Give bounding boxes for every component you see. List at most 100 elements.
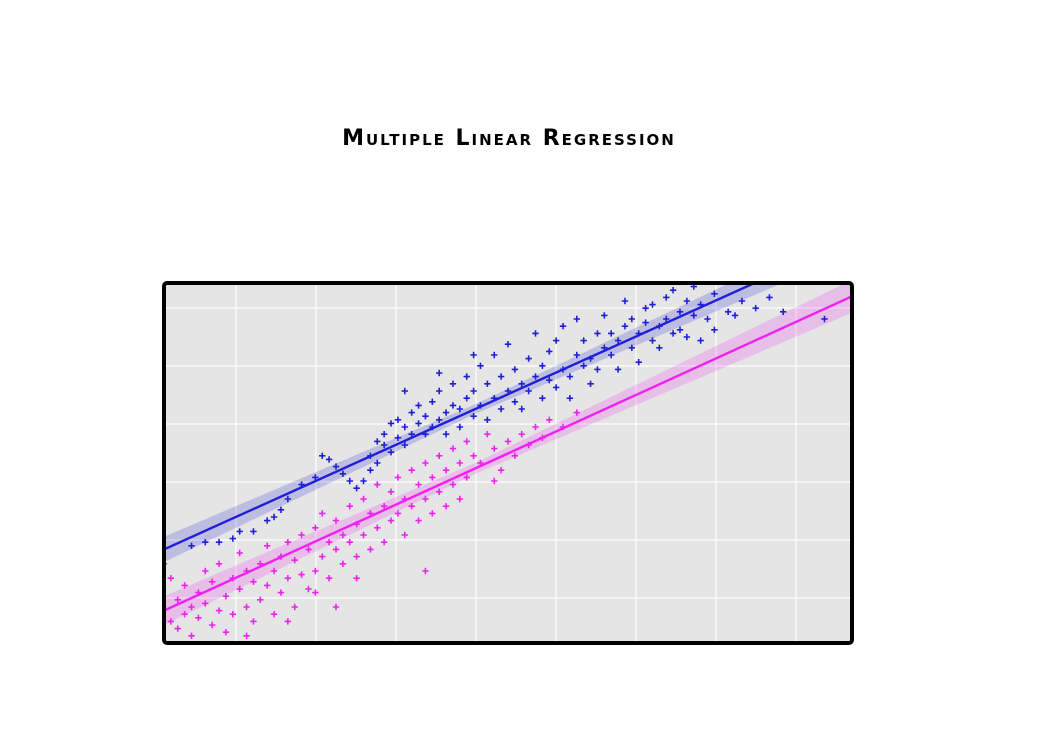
data-point [690,312,697,319]
data-point [181,611,188,618]
data-point [181,582,188,589]
data-point [580,362,587,369]
data-point [552,384,560,391]
data-point [408,409,415,416]
data-point [236,585,243,593]
trend-lines [164,283,852,612]
data-point [305,546,312,553]
data-point [539,362,546,369]
data-point [312,474,319,481]
data-point [442,409,450,416]
data-point [415,517,422,524]
data-point [449,380,457,387]
data-point [243,632,250,639]
data-point [394,510,402,517]
data-point [429,398,436,405]
data-point [532,330,539,337]
data-point [422,567,429,575]
data-point [380,441,388,449]
data-point [594,366,601,373]
data-point [360,531,367,539]
data-point [422,413,429,420]
data-point [546,348,553,355]
data-point [401,423,408,431]
data-point [291,557,298,564]
regression-line [164,295,852,612]
data-point [367,467,374,474]
data-point [360,477,367,485]
data-point [621,297,629,305]
data-point [312,567,319,575]
data-point [614,366,622,373]
data-point [353,485,360,492]
data-point [367,546,374,553]
data-point [780,308,787,315]
data-point [601,312,608,319]
data-point [621,323,629,330]
data-point [408,467,415,474]
data-point [456,405,464,413]
data-point [250,528,257,535]
data-point [663,315,670,323]
data-point [546,416,553,423]
data-point [339,531,347,539]
data-point [387,517,395,524]
data-point [573,409,580,416]
data-point [821,315,828,323]
data-point [422,495,429,503]
data-point [250,618,257,625]
data-point [656,344,663,351]
data-point [518,405,525,413]
data-point [484,416,491,423]
data-point [360,495,367,503]
data-point [319,452,326,459]
plot-frame [162,281,854,645]
data-point [298,531,305,539]
data-point [532,423,539,431]
data-point [346,503,353,510]
data-point [738,297,746,305]
data-point [401,531,408,539]
data-point [339,470,347,477]
chart-title: Multiple Linear Regression [342,126,676,151]
data-point [394,474,402,481]
data-point [208,578,216,585]
data-point [332,517,340,524]
data-point [518,380,525,387]
data-point [497,405,505,413]
data-point [270,513,278,521]
data-point [608,330,615,337]
data-point [642,305,649,312]
data-point [511,452,519,459]
data-point [374,438,381,445]
data-point [167,618,175,625]
data-point [270,567,278,575]
data-point [436,488,443,495]
data-point [594,330,601,337]
data-point [546,377,553,384]
data-point [731,312,739,319]
data-point [264,542,271,549]
data-point [332,603,340,611]
data-point [394,416,402,423]
data-point [422,459,429,467]
data-point [229,611,236,618]
data-point [724,308,732,315]
data-point [442,503,450,510]
data-point [264,582,271,589]
data-point [436,369,443,377]
data-point [614,337,622,344]
data-point [676,326,684,333]
data-point [511,366,519,373]
data-points [164,283,828,639]
data-point [704,315,711,323]
data-point [463,373,470,380]
data-point [353,575,360,582]
data-point [415,481,422,488]
data-point [243,603,250,611]
data-point [408,503,415,510]
data-point [401,387,408,395]
data-point [669,287,677,294]
data-point [477,362,484,369]
data-point [711,290,718,297]
